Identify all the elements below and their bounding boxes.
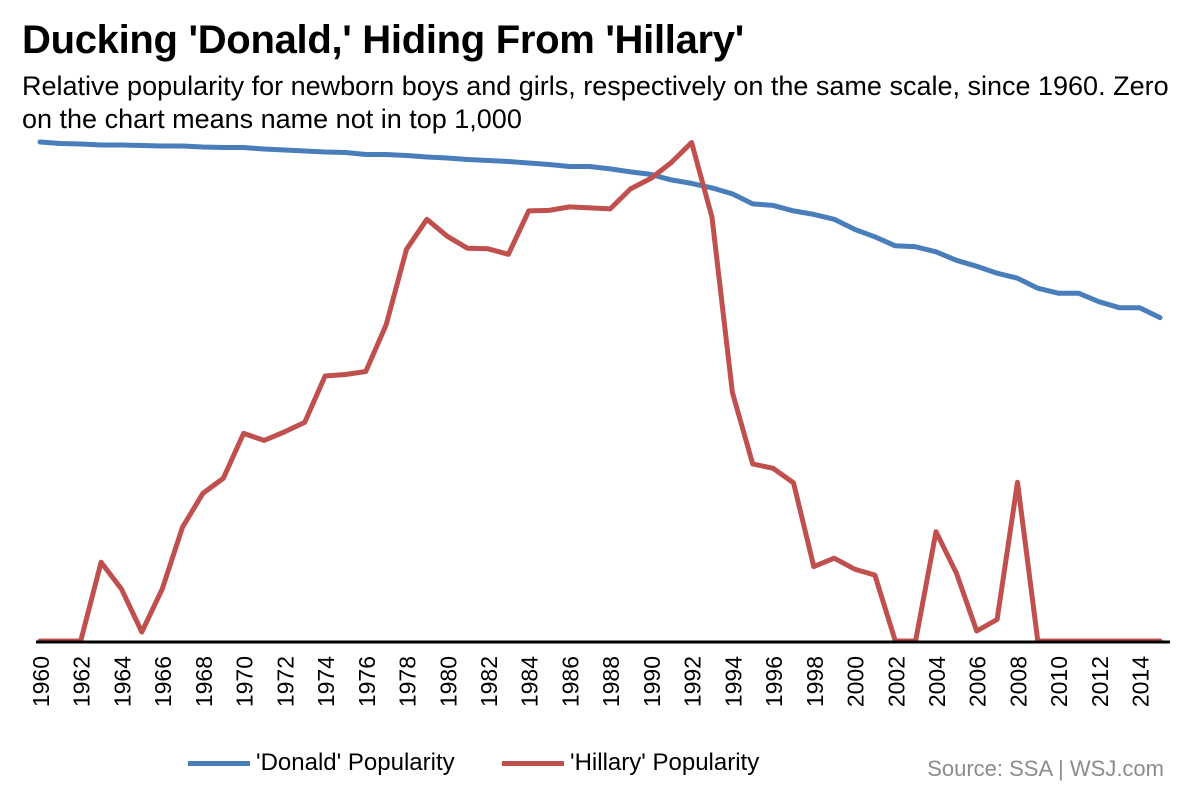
x-tick-label: 2004 <box>924 656 950 707</box>
donald-series-line <box>37 139 1163 321</box>
x-tick-label: 1990 <box>639 656 665 707</box>
legend-swatch-donald <box>188 760 250 766</box>
legend-swatch-hillary <box>502 760 564 766</box>
x-tick-label: 1970 <box>232 656 258 707</box>
x-tick-label: 2012 <box>1087 656 1113 707</box>
x-tick-label: 1980 <box>435 656 461 707</box>
legend-item-hillary: 'Hillary' Popularity <box>502 748 759 778</box>
x-tick-label: 1974 <box>313 656 339 707</box>
series-layer <box>37 139 1163 644</box>
x-tick-label: 2014 <box>1128 656 1154 707</box>
chart-title: Ducking 'Donald,' Hiding From 'Hillary' <box>22 18 744 62</box>
x-tick-label: 1968 <box>191 656 217 707</box>
x-tick-label: 1978 <box>395 656 421 707</box>
x-tick-label: 1992 <box>680 656 706 707</box>
x-tick-label: 1976 <box>354 656 380 707</box>
x-tick-label: 2002 <box>883 656 909 707</box>
x-tick-label: 1966 <box>150 656 176 707</box>
x-tick-label: 1986 <box>558 656 584 707</box>
x-tick-label: 2010 <box>1046 656 1072 707</box>
chart-subtitle: Relative popularity for newborn boys and… <box>22 71 1169 134</box>
x-tick-label: 1972 <box>272 656 298 707</box>
x-tick-label: 1982 <box>476 656 502 707</box>
source-credit: Source: SSA | WSJ.com <box>927 756 1164 781</box>
x-tick-label: 1998 <box>802 656 828 707</box>
legend-item-donald: 'Donald' Popularity <box>188 748 455 778</box>
x-tick-label: 1996 <box>761 656 787 707</box>
x-tick-label: 2000 <box>843 656 869 707</box>
legend-label-donald: 'Donald' Popularity <box>256 749 455 776</box>
x-tick-label: 1960 <box>28 656 54 707</box>
x-tick-label: 1994 <box>720 656 746 707</box>
x-tick-label: 1964 <box>110 656 136 707</box>
hillary-series-line <box>37 140 1163 644</box>
legend-label-hillary: 'Hillary' Popularity <box>570 749 760 776</box>
x-tick-label: 2008 <box>1006 656 1032 707</box>
x-tick-label: 1988 <box>598 656 624 707</box>
x-tick-label: 1984 <box>517 656 543 707</box>
x-tick-labels: 1960 1962 1964 1966 1968 1970 1972 1974 1976 1978… <box>28 656 1154 707</box>
x-tick-label: 2006 <box>965 656 991 707</box>
x-tick-label: 1962 <box>69 656 95 707</box>
